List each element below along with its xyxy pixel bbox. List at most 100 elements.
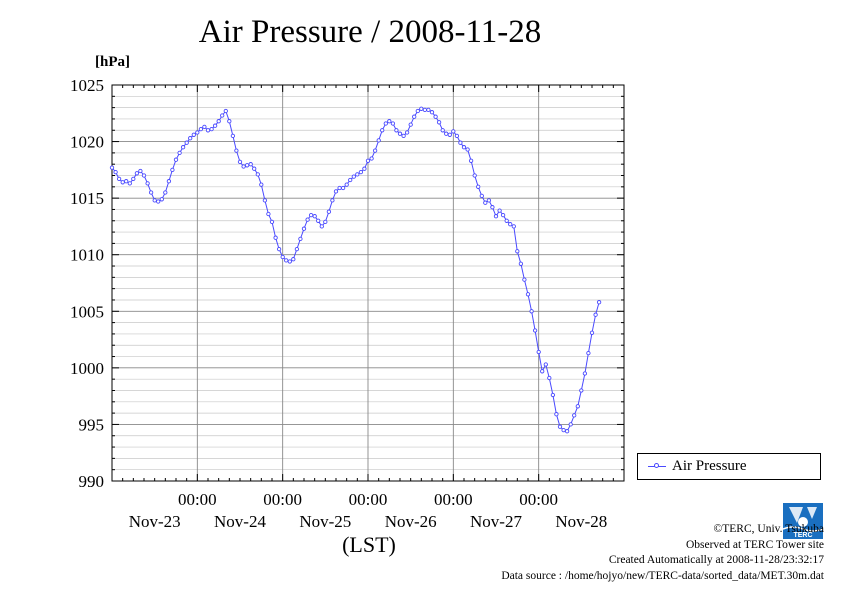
data-point	[500, 212, 506, 218]
data-point	[294, 246, 300, 252]
data-point	[458, 140, 463, 145]
legend-marker-swatch	[654, 463, 659, 468]
data-point	[223, 108, 228, 114]
y-tick-label: 1025	[70, 76, 104, 95]
data-point	[589, 330, 595, 335]
data-point	[515, 249, 520, 254]
data-point	[127, 181, 132, 186]
data-point	[170, 167, 175, 173]
data-point	[191, 132, 196, 137]
data-point	[259, 182, 264, 187]
data-point	[316, 218, 321, 223]
x-axis-label: (LST)	[342, 532, 396, 557]
data-point	[109, 165, 115, 170]
data-point	[319, 224, 324, 229]
data-point	[166, 179, 172, 184]
data-point	[493, 214, 499, 219]
data-point	[483, 200, 488, 205]
data-point	[536, 349, 541, 355]
data-point	[365, 158, 371, 163]
data-point	[230, 133, 236, 139]
data-point	[490, 205, 495, 210]
chart-title: Air Pressure / 2008-11-28	[198, 14, 542, 50]
data-point	[180, 145, 186, 150]
data-point	[220, 113, 225, 118]
data-point	[269, 219, 275, 225]
y-tick-label: 1020	[70, 133, 104, 152]
data-source-text: Data source : /home/hojyo/new/TERC-data/…	[501, 569, 824, 582]
data-point	[202, 124, 207, 130]
y-tick-label: 1010	[70, 246, 104, 265]
data-point	[508, 222, 513, 227]
data-point	[472, 173, 477, 178]
data-point	[148, 190, 154, 195]
data-point	[305, 217, 310, 222]
data-point	[113, 169, 118, 175]
data-point	[276, 246, 282, 252]
data-point	[351, 174, 356, 179]
data-point	[582, 371, 588, 376]
data-point	[444, 131, 449, 136]
data-point	[557, 424, 563, 429]
major-gridlines	[112, 85, 624, 481]
x-tick-time-label: 00:00	[519, 490, 558, 509]
data-point	[465, 147, 470, 152]
data-point	[429, 110, 435, 115]
data-point	[291, 257, 296, 262]
data-point	[312, 214, 317, 219]
data-point	[333, 189, 339, 194]
data-point	[440, 128, 445, 133]
x-tick-time-label: 00:00	[434, 490, 473, 509]
y-tick-label: 1015	[70, 189, 104, 208]
data-point	[266, 211, 271, 217]
data-point	[156, 199, 161, 204]
data-point	[426, 107, 431, 113]
data-point	[355, 172, 360, 177]
data-point	[525, 292, 531, 297]
data-point	[401, 133, 406, 139]
data-point	[188, 136, 193, 141]
data-point	[337, 185, 342, 191]
copyright-text: ©TERC, Univ. Tsukuba	[713, 523, 824, 535]
data-point	[497, 208, 502, 213]
data-point	[404, 130, 410, 135]
data-point	[540, 369, 545, 374]
data-point	[479, 193, 484, 199]
y-tick-label: 1005	[70, 302, 104, 321]
data-point	[326, 209, 332, 214]
data-point	[134, 171, 140, 176]
data-point	[461, 145, 467, 150]
data-point	[372, 148, 378, 153]
data-point	[486, 198, 492, 203]
data-point	[284, 258, 289, 263]
data-point	[177, 150, 182, 156]
data-point	[504, 218, 509, 223]
observation-site-text: Observed at TERC Tower site	[685, 538, 824, 551]
logo-text: TERC	[793, 532, 812, 539]
data-point	[390, 121, 396, 126]
legend: Air Pressure	[637, 453, 821, 480]
x-day-label: Nov-27	[470, 512, 522, 531]
data-point	[301, 226, 307, 231]
data-point	[340, 185, 346, 191]
data-point	[255, 172, 260, 177]
y-tick-label: 995	[79, 415, 105, 434]
data-point	[237, 159, 243, 165]
created-timestamp-text: Created Automatically at 2008-11-28/23:3…	[608, 554, 824, 566]
x-tick-time-label: 00:00	[178, 490, 217, 509]
data-point	[383, 121, 388, 126]
data-point	[476, 184, 481, 189]
y-tick-label: 990	[79, 472, 105, 491]
data-point	[298, 236, 303, 242]
data-point	[419, 106, 424, 111]
data-point	[173, 157, 179, 162]
air-pressure-series	[109, 106, 602, 434]
data-point	[287, 259, 292, 264]
data-point	[511, 224, 516, 229]
data-point	[468, 158, 474, 163]
data-point	[280, 254, 285, 260]
data-point	[163, 190, 168, 195]
terc-logo-icon: TERC	[783, 503, 823, 539]
data-point	[586, 350, 591, 356]
